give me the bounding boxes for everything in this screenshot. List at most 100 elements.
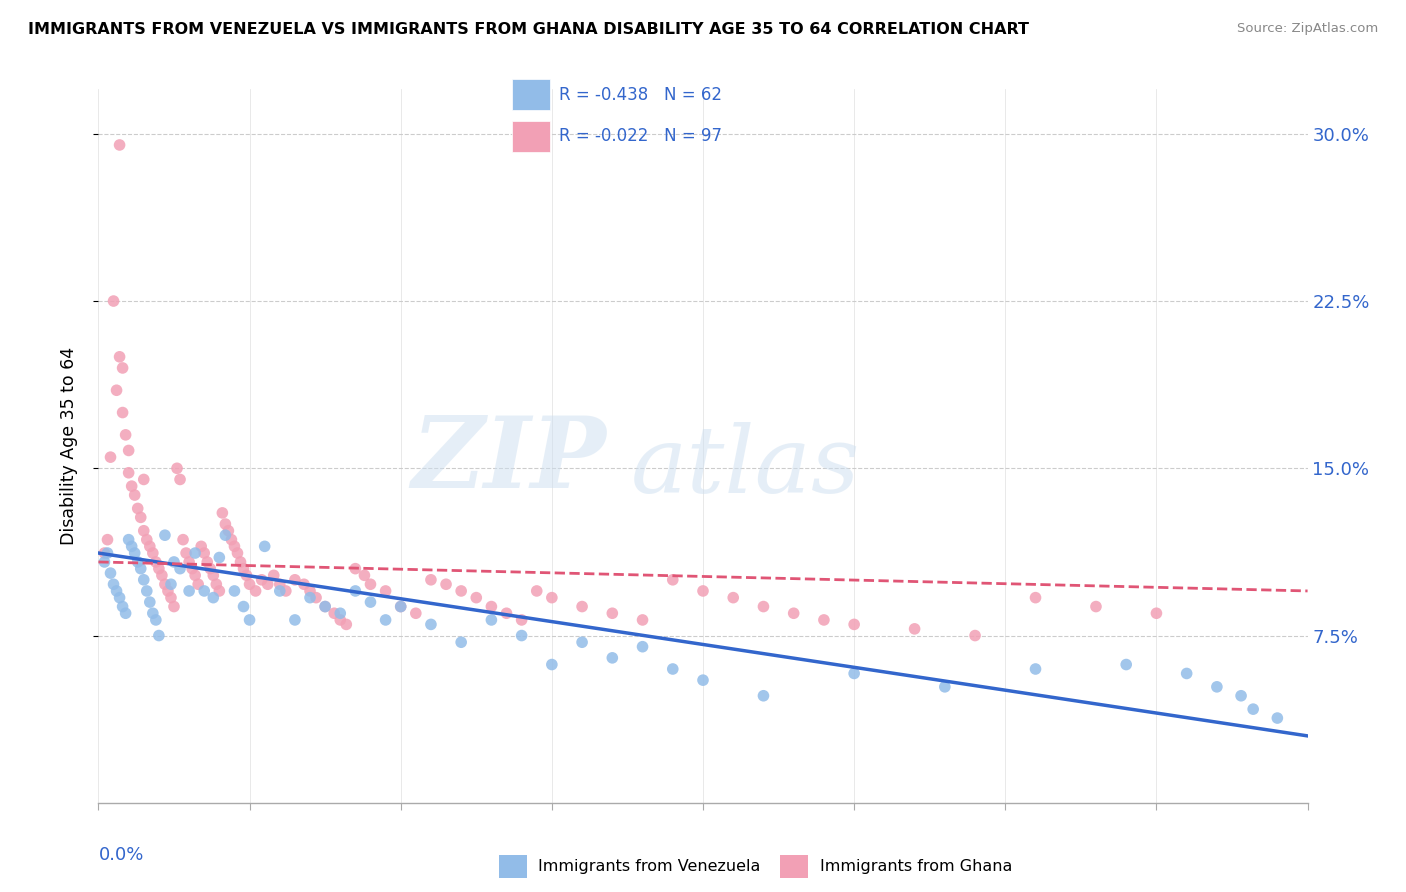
Point (103, 577, 125, 591)
Point (114, 427, 136, 442)
Point (118, 533, 141, 547)
Y-axis label: Disability Age 35 to 64: Disability Age 35 to 64 (59, 347, 77, 545)
Point (284, 613, 307, 627)
Point (235, 568, 257, 582)
Point (263, 568, 285, 582)
Point (96, 533, 118, 547)
Point (127, 501, 149, 516)
Point (631, 613, 654, 627)
Point (135, 583, 157, 598)
Point (571, 599, 593, 614)
Point (299, 583, 322, 598)
Point (160, 591, 183, 605)
Point (145, 613, 167, 627)
Point (179, 555, 201, 569)
Point (1267, 711, 1289, 725)
Point (571, 635, 593, 649)
Point (174, 546, 197, 560)
Point (145, 555, 167, 569)
Point (314, 599, 336, 614)
Point (305, 591, 328, 605)
Point (783, 607, 806, 621)
Point (224, 583, 246, 598)
Point (124, 546, 146, 560)
Point (450, 583, 472, 598)
Point (284, 573, 307, 587)
Point (405, 607, 427, 621)
Point (224, 539, 246, 553)
Point (111, 360, 134, 375)
Point (169, 473, 191, 487)
Point (353, 568, 375, 582)
Point (299, 591, 322, 605)
Point (160, 577, 183, 591)
Point (132, 524, 155, 538)
Point (662, 662, 685, 676)
Point (214, 517, 236, 532)
Point (314, 599, 336, 614)
Point (121, 479, 143, 493)
Point (813, 613, 835, 627)
Point (1144, 607, 1167, 621)
Point (692, 583, 714, 598)
Point (208, 583, 231, 598)
Point (1241, 702, 1264, 716)
Point (166, 461, 188, 475)
Point (163, 555, 186, 569)
Point (360, 595, 382, 609)
Point (153, 528, 176, 542)
Point (93, 546, 115, 560)
Point (269, 583, 291, 598)
Point (200, 562, 222, 576)
Point (844, 666, 866, 681)
Point (374, 583, 396, 598)
Point (139, 539, 162, 553)
Point (434, 577, 457, 591)
Point (132, 573, 155, 587)
Point (250, 573, 273, 587)
Point (335, 617, 357, 632)
Point (323, 607, 346, 621)
Point (129, 562, 152, 576)
Point (172, 533, 194, 547)
Point (232, 562, 254, 576)
Point (156, 583, 179, 598)
Point (163, 599, 186, 614)
Point (118, 443, 141, 458)
Point (602, 607, 624, 621)
Point (187, 577, 209, 591)
Point (214, 528, 236, 542)
Point (217, 524, 239, 538)
Point (450, 635, 472, 649)
Text: Source: ZipAtlas.com: Source: ZipAtlas.com (1237, 22, 1378, 36)
Point (193, 583, 215, 598)
Point (139, 595, 162, 609)
Text: atlas: atlas (630, 423, 860, 512)
Point (211, 506, 233, 520)
Point (100, 566, 122, 581)
Point (662, 573, 685, 587)
Point (184, 568, 207, 582)
Point (135, 533, 157, 547)
Point (420, 617, 443, 632)
Point (526, 583, 548, 598)
Point (256, 577, 278, 591)
Point (132, 473, 155, 487)
Point (103, 293, 125, 308)
Point (229, 555, 252, 569)
Point (205, 577, 228, 591)
Text: R = -0.438   N = 62: R = -0.438 N = 62 (560, 87, 723, 104)
Point (481, 599, 503, 614)
Point (1115, 657, 1137, 672)
Point (100, 450, 122, 465)
Point (108, 138, 131, 153)
Point (965, 628, 987, 642)
Point (1175, 666, 1198, 681)
Point (93, 555, 115, 569)
Point (540, 657, 562, 672)
Point (142, 607, 165, 621)
Point (495, 607, 517, 621)
Bar (512, 79, 550, 110)
Point (510, 613, 533, 627)
Point (540, 591, 562, 605)
